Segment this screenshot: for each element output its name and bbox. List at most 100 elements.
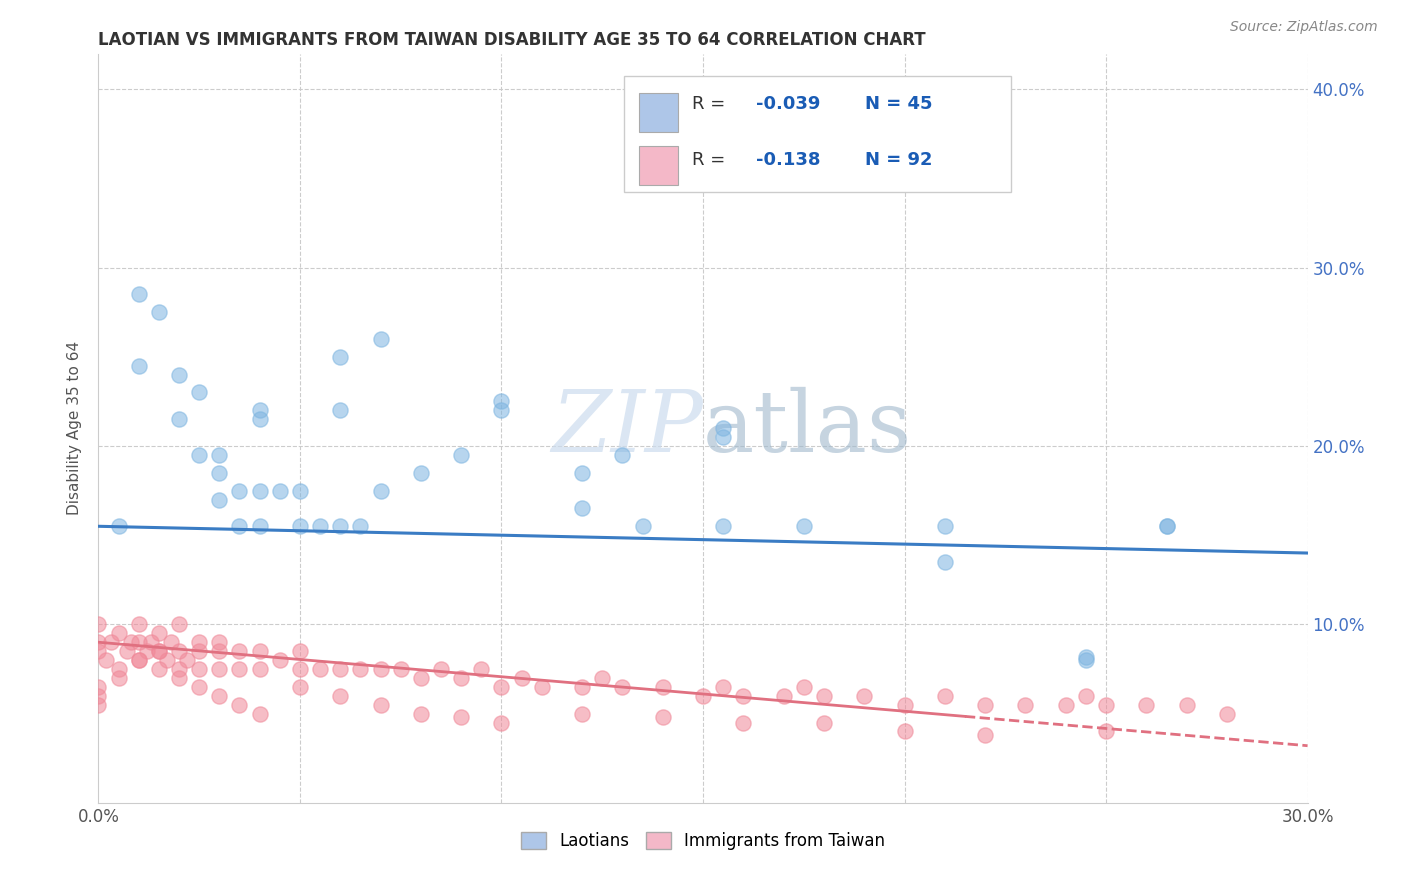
Point — [591, 671, 613, 685]
Point — [612, 680, 634, 694]
Text: -0.138: -0.138 — [756, 151, 821, 169]
Point — [148, 305, 170, 319]
Point — [148, 662, 170, 676]
Point — [349, 662, 371, 676]
Point — [167, 644, 190, 658]
Point — [329, 403, 352, 417]
Point — [100, 635, 122, 649]
Point — [208, 689, 231, 703]
Point — [1156, 519, 1178, 533]
Point — [139, 635, 162, 649]
Point — [329, 689, 352, 703]
Point — [208, 448, 231, 462]
Point — [409, 706, 432, 721]
Point — [491, 715, 513, 730]
Text: -0.039: -0.039 — [756, 95, 821, 113]
FancyBboxPatch shape — [638, 146, 678, 186]
Point — [208, 635, 231, 649]
Point — [87, 680, 110, 694]
Point — [974, 698, 997, 712]
Point — [188, 662, 211, 676]
Point — [249, 403, 271, 417]
Point — [249, 519, 271, 533]
Point — [370, 332, 392, 346]
Point — [733, 689, 755, 703]
Point — [450, 710, 472, 724]
Point — [711, 421, 734, 435]
Point — [107, 626, 129, 640]
Point — [128, 653, 150, 667]
Point — [733, 715, 755, 730]
Point — [651, 680, 673, 694]
Point — [370, 662, 392, 676]
FancyBboxPatch shape — [638, 93, 678, 132]
Point — [128, 359, 150, 373]
Point — [188, 448, 211, 462]
Point — [651, 710, 673, 724]
Point — [813, 689, 835, 703]
Point — [188, 385, 211, 400]
Point — [470, 662, 492, 676]
Point — [491, 403, 513, 417]
Point — [148, 644, 170, 658]
Point — [228, 483, 250, 498]
Point — [269, 653, 291, 667]
Text: N = 45: N = 45 — [865, 95, 932, 113]
Point — [793, 680, 815, 694]
Point — [128, 287, 150, 301]
Point — [1074, 653, 1097, 667]
Point — [96, 653, 118, 667]
FancyBboxPatch shape — [624, 76, 1011, 192]
Point — [249, 706, 271, 721]
Point — [409, 466, 432, 480]
Point — [510, 671, 533, 685]
Point — [893, 698, 915, 712]
Point — [249, 662, 271, 676]
Point — [288, 662, 311, 676]
Point — [450, 671, 472, 685]
Point — [1175, 698, 1198, 712]
Point — [430, 662, 453, 676]
Point — [571, 466, 593, 480]
Point — [530, 680, 553, 694]
Point — [208, 492, 231, 507]
Point — [228, 644, 250, 658]
Point — [228, 698, 250, 712]
Point — [491, 680, 513, 694]
Point — [491, 394, 513, 409]
Point — [249, 644, 271, 658]
Point — [1074, 649, 1097, 664]
Text: R =: R = — [692, 95, 731, 113]
Point — [107, 519, 129, 533]
Point — [167, 617, 190, 632]
Point — [571, 706, 593, 721]
Point — [148, 626, 170, 640]
Point — [188, 635, 211, 649]
Point — [288, 483, 311, 498]
Point — [349, 519, 371, 533]
Legend: Laotians, Immigrants from Taiwan: Laotians, Immigrants from Taiwan — [513, 823, 893, 858]
Point — [208, 662, 231, 676]
Point — [208, 466, 231, 480]
Point — [208, 644, 231, 658]
Point — [329, 519, 352, 533]
Point — [120, 635, 142, 649]
Point — [228, 519, 250, 533]
Point — [135, 644, 157, 658]
Point — [309, 519, 332, 533]
Point — [370, 698, 392, 712]
Point — [148, 644, 170, 658]
Point — [188, 680, 211, 694]
Text: Source: ZipAtlas.com: Source: ZipAtlas.com — [1230, 20, 1378, 34]
Point — [1095, 724, 1118, 739]
Point — [288, 519, 311, 533]
Point — [160, 635, 183, 649]
Point — [87, 617, 110, 632]
Point — [87, 635, 110, 649]
Point — [288, 680, 311, 694]
Point — [571, 501, 593, 516]
Text: ZIP: ZIP — [551, 387, 703, 469]
Point — [1156, 519, 1178, 533]
Point — [389, 662, 412, 676]
Point — [167, 662, 190, 676]
